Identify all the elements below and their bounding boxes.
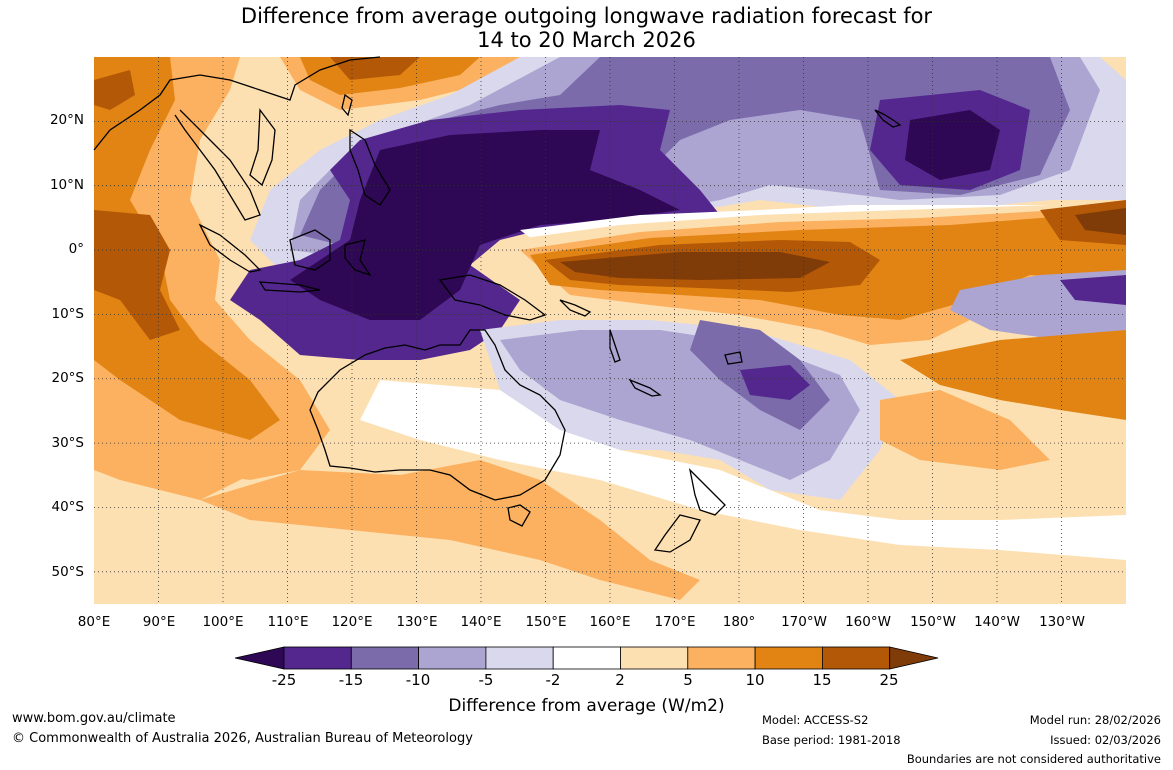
colorbar-segment — [687, 646, 756, 670]
new-guinea-coastline — [438, 274, 547, 321]
lon-label-80e: 80°E — [77, 614, 111, 630]
brown-region-north-pacific — [330, 57, 420, 80]
lon-label-110e: 110°E — [267, 614, 309, 630]
lon-label-130w: 130°W — [1039, 614, 1085, 630]
lon-label-100e: 100°E — [202, 614, 244, 630]
model-run-date: Model run: 28/02/2026 — [1029, 713, 1161, 727]
borneo-coastline — [289, 229, 331, 271]
issued-date: Issued: 02/03/2026 — [1050, 733, 1161, 747]
philippines-coastline — [349, 128, 391, 206]
colorbar-segment — [418, 646, 487, 670]
colorbar-segment — [485, 646, 554, 670]
sumatra-coastline — [198, 223, 262, 273]
colorbar-segment — [350, 646, 419, 670]
lat-label-20s: 20°S — [51, 370, 85, 386]
brown-region-indian-ocean — [94, 210, 180, 340]
new-zealand-south-coastline — [653, 514, 701, 553]
white-region-south-of-australia — [360, 380, 1126, 560]
lon-label-90e: 90°E — [142, 614, 176, 630]
sulawesi-coastline — [344, 239, 372, 277]
solomon-islands-coastline — [559, 299, 592, 317]
copyright-notice: © Commonwealth of Australia 2026, Austra… — [12, 731, 473, 746]
dark-purple-region-east-pacific — [1060, 275, 1126, 305]
orange-region-southeast-indian-ocean — [94, 420, 260, 500]
deepest-purple-region-central-pacific — [905, 110, 1000, 180]
deepest-purple-region-maritime-continent — [290, 130, 680, 320]
colorbar-tick-10: 10 — [745, 671, 765, 689]
orange-region-south-pacific — [880, 390, 1050, 470]
dark-orange-region-south-pacific — [900, 330, 1126, 420]
colorbar-segment — [754, 646, 823, 670]
colorbar-segment — [283, 646, 352, 670]
chart-title-line-2: 14 to 20 March 2026 — [477, 28, 696, 52]
darkest-brown-region-east-pacific — [1075, 208, 1126, 235]
dark-purple-region-south-pacific — [740, 365, 810, 400]
lat-label-40s: 40°S — [51, 499, 85, 515]
lon-label-130e: 130°E — [396, 614, 438, 630]
australia-coastline — [309, 329, 566, 501]
new-zealand-north-coastline — [688, 468, 726, 516]
new-caledonia-coastline — [628, 378, 662, 397]
model-name: Model: ACCESS-S2 — [762, 713, 869, 727]
colorbar-tick-minus25: -25 — [271, 671, 297, 689]
colorbar-tick-minus2: -2 — [545, 671, 561, 689]
colorbar — [234, 646, 939, 670]
dark-orange-region-indian-ocean — [94, 57, 280, 440]
lon-label-160e: 160°E — [589, 614, 631, 630]
chart-title-line-1: Difference from average outgoing longwav… — [240, 4, 933, 28]
lat-label-20n: 20°N — [49, 112, 84, 128]
colorbar-segment — [552, 646, 621, 670]
hawaii-coastline — [874, 109, 902, 128]
colorbar-tick-15: 15 — [812, 671, 832, 689]
lon-label-170w: 170°W — [781, 614, 827, 630]
colorbar-tick-minus15: -15 — [338, 671, 364, 689]
lon-label-140w: 140°W — [974, 614, 1020, 630]
base-period: Base period: 1981-2018 — [762, 733, 901, 747]
lon-label-150w: 150°W — [910, 614, 956, 630]
lon-label-160w: 160°W — [845, 614, 891, 630]
vietnam-coastline — [249, 108, 276, 187]
anomaly-field — [94, 57, 1126, 604]
colorbar-label: Difference from average (W/m2) — [448, 696, 725, 716]
lat-label-10s: 10°S — [51, 306, 85, 322]
colorbar-segment — [620, 646, 689, 670]
colorbar-extend-high — [889, 646, 939, 670]
darkest-brown-region-central-pacific — [560, 252, 830, 280]
lon-label-140e: 140°E — [460, 614, 502, 630]
lat-label-30s: 30°S — [51, 435, 85, 451]
boundaries-disclaimer: Boundaries are not considered authoritat… — [906, 752, 1161, 766]
lon-label-170e: 170°E — [654, 614, 696, 630]
colorbar-tick-minus5: -5 — [478, 671, 494, 689]
lon-label-180: 180° — [722, 614, 756, 630]
lon-label-120e: 120°E — [331, 614, 373, 630]
brown-region-bay-of-bengal — [94, 70, 135, 110]
colorbar-segment — [822, 646, 891, 670]
colorbar-tick-2: 2 — [615, 671, 625, 689]
java-coastline — [258, 281, 321, 293]
colorbar-extend-low — [234, 646, 285, 670]
orange-region-southern-australia — [200, 460, 700, 600]
taiwan-coastline — [341, 93, 353, 117]
lat-label-10n: 10°N — [49, 177, 84, 193]
lon-label-150e: 150°E — [525, 614, 567, 630]
colorbar-tick-minus10: -10 — [405, 671, 431, 689]
colorbar-tick-5: 5 — [683, 671, 693, 689]
gridlines — [94, 57, 1126, 604]
fiji-coastline — [724, 351, 743, 365]
lat-label-0: 0° — [68, 241, 84, 257]
bom-url: www.bom.gov.au/climate — [12, 711, 176, 726]
colorbar-tick-25: 25 — [879, 671, 899, 689]
tasmania-coastline — [507, 504, 531, 527]
lat-label-50s: 50°S — [51, 564, 85, 580]
